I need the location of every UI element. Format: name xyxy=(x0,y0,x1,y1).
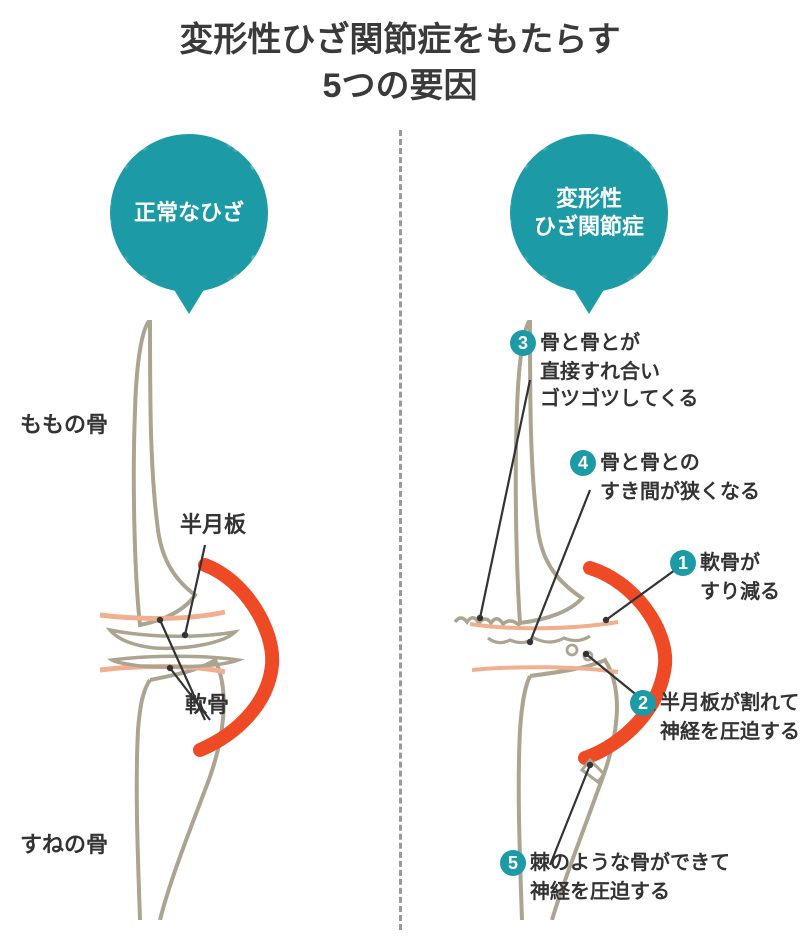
n1-a: 軟骨が xyxy=(700,550,760,577)
bubble-normal-text: 正常なひざ xyxy=(134,199,244,227)
n1-b: すり減る xyxy=(670,579,780,606)
badge-3-icon: 3 xyxy=(510,330,536,356)
col-left: 正常なひざ ももの骨 半月板 軟骨 すねの骨 xyxy=(0,130,400,930)
bubble-normal: 正常なひざ xyxy=(110,134,268,292)
label-n3: 3骨と骨とが 直接すれ合い ゴツゴツしてくる xyxy=(510,330,698,413)
badge-4-icon: 4 xyxy=(570,450,596,476)
badge-5-icon: 5 xyxy=(500,850,526,876)
n3-b: 直接すれ合い xyxy=(510,359,698,386)
n3-a: 骨と骨とが xyxy=(540,330,640,357)
bubble-oa: 変形性 ひざ関節症 xyxy=(510,134,668,292)
badge-1-icon: 1 xyxy=(670,550,696,576)
title-line1: 変形性ひざ関節症をもたらす xyxy=(179,21,620,59)
label-n4: 4骨と骨との すき間が狭くなる xyxy=(570,450,760,506)
label-n5: 5棘のような骨ができて 神経を圧迫する xyxy=(500,850,730,906)
bubble-oa-l2: ひざ関節症 xyxy=(534,214,644,239)
bubble-oa-l1: 変形性 xyxy=(556,186,622,211)
label-n2: 2半月板が割れて 神経を圧迫する xyxy=(630,690,800,746)
label-nankotsu: 軟骨 xyxy=(185,690,229,720)
label-sune: すねの骨 xyxy=(20,830,108,860)
bubble-oa-text: 変形性 ひざ関節症 xyxy=(534,185,644,240)
badge-2-icon: 2 xyxy=(630,690,656,716)
columns: 正常なひざ ももの骨 半月板 軟骨 すねの骨 xyxy=(0,130,800,930)
n5-a: 棘のような骨ができて xyxy=(530,850,730,877)
n2-b: 神経を圧迫する xyxy=(630,719,800,746)
label-n1: 1軟骨が すり減る xyxy=(670,550,780,606)
label-hangetsu: 半月板 xyxy=(180,510,246,540)
n3-c: ゴツゴツしてくる xyxy=(510,386,698,413)
n4-b: すき間が狭くなる xyxy=(570,479,760,506)
n4-a: 骨と骨との xyxy=(600,450,700,477)
title-line2: 5つの要因 xyxy=(323,67,478,105)
col-right: 変形性 ひざ関節症 xyxy=(400,130,800,930)
n2-a: 半月板が割れて xyxy=(660,690,799,717)
page-title: 変形性ひざ関節症をもたらす 5つの要因 xyxy=(0,0,800,110)
n5-b: 神経を圧迫する xyxy=(500,879,730,906)
label-momo: ももの骨 xyxy=(20,410,108,440)
